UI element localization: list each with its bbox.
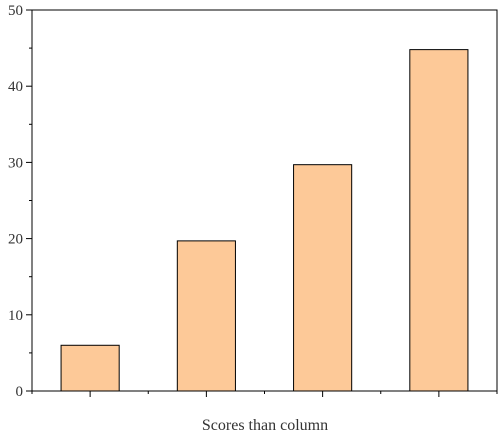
y-tick-label-20: 20 [8, 232, 23, 248]
bar-2 [176, 240, 236, 392]
y-tick-label-50: 50 [8, 3, 23, 19]
y-tick-label-0: 0 [16, 384, 24, 400]
y-tick-label-40: 40 [8, 79, 23, 95]
bar-4 [409, 49, 469, 392]
bar-1 [60, 344, 120, 392]
y-tick-label-30: 30 [8, 155, 23, 171]
y-tick-label-10: 10 [8, 308, 23, 324]
x-axis-label: Scores than column [202, 417, 328, 434]
plot-area: 0 10 20 30 40 50 [8, 3, 498, 400]
bar-3 [293, 164, 353, 392]
